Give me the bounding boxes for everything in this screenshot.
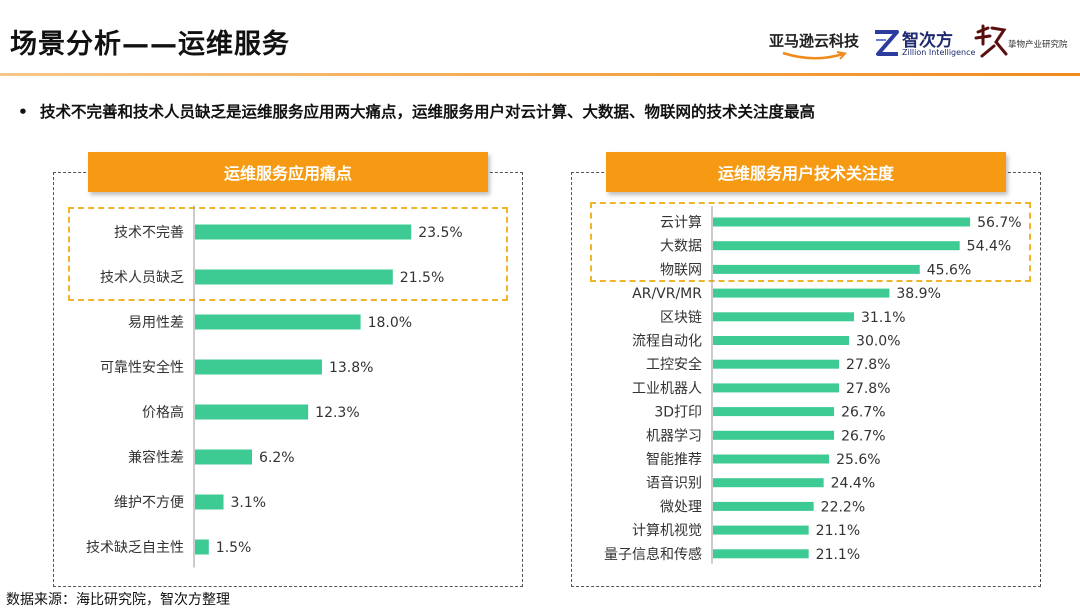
tech-category-label: 语音识别 <box>646 475 702 492</box>
pain-points-highlight-box <box>68 207 508 301</box>
tech-bar <box>713 217 971 227</box>
pain-bar <box>195 359 322 375</box>
tech-value-label: 31.1% <box>861 310 905 326</box>
pain-value-label: 12.3% <box>315 405 359 421</box>
bullet-dot: • <box>18 103 28 121</box>
tech-bar <box>713 454 830 464</box>
pain-category-label: 维护不方便 <box>114 495 184 511</box>
tech-value-label: 26.7% <box>841 405 885 421</box>
tech-bar <box>713 383 840 393</box>
tech-bar <box>713 359 840 369</box>
pain-bar <box>195 494 224 510</box>
tech-bar <box>713 501 814 511</box>
amazon-smile-icon <box>782 51 847 60</box>
pain-category-label: 易用性差 <box>128 315 184 331</box>
jingwei-mark-icon <box>974 24 1008 58</box>
pain-category-label: 价格高 <box>142 404 184 421</box>
tech-category-label: 智能推荐 <box>646 452 702 468</box>
tech-category-label: 大数据 <box>660 239 702 255</box>
tech-bar <box>713 407 835 417</box>
tech-bar <box>713 549 809 559</box>
tech-focus-header: 运维服务用户技术关注度 <box>606 152 1006 192</box>
tech-category-label: AR/VR/MR <box>632 286 702 302</box>
tech-value-label: 21.1% <box>816 523 860 539</box>
tech-bar <box>713 241 960 251</box>
tech-category-label: 工控安全 <box>646 356 702 373</box>
tech-category-label: 机器学习 <box>646 428 702 444</box>
tech-category-label: 云计算 <box>660 215 702 231</box>
pain-bar <box>195 314 361 330</box>
amazon-logo: 亚马逊云科技 <box>754 30 874 61</box>
tech-category-label: 3D打印 <box>654 404 702 421</box>
pain-value-label: 18.0% <box>368 315 412 331</box>
pain-category-label: 技术人员缺乏 <box>100 270 184 286</box>
tech-value-label: 24.4% <box>831 476 875 492</box>
zhici-logo: 智次方 Zillion Intelligence <box>872 26 975 66</box>
jingwei-logo-text: 挚物产业研究院 <box>1008 40 1068 50</box>
pain-value-label: 6.2% <box>259 450 295 466</box>
tech-bar <box>713 336 850 345</box>
tech-value-label: 38.9% <box>896 286 940 302</box>
pain-value-label: 21.5% <box>400 270 444 286</box>
tech-value-label: 30.0% <box>856 334 900 350</box>
tech-category-label: 工业机器人 <box>632 381 702 397</box>
tech-value-label: 25.6% <box>836 452 880 468</box>
tech-category-label: 微处理 <box>660 499 702 515</box>
pain-bar <box>195 224 412 240</box>
tech-category-label: 流程自动化 <box>632 334 702 350</box>
tech-value-label: 27.8% <box>846 381 890 397</box>
tech-value-label: 21.1% <box>816 547 860 563</box>
page-title: 场景分析——运维服务 <box>10 29 290 60</box>
tech-bar <box>713 430 835 440</box>
pain-bar <box>195 449 253 465</box>
pain-points-header: 运维服务应用痛点 <box>88 152 488 192</box>
tech-bar <box>713 525 809 535</box>
title-divider <box>0 73 1080 76</box>
tech-category-label: 物联网 <box>660 262 702 278</box>
tech-value-label: 22.2% <box>821 499 865 515</box>
pain-category-label: 技术缺乏自主性 <box>86 540 184 556</box>
tech-value-label: 27.8% <box>846 357 890 373</box>
tech-focus-highlight-box <box>590 202 1031 282</box>
tech-value-label: 45.6% <box>927 262 971 278</box>
data-source-note: 数据来源：海比研究院，智次方整理 <box>6 592 230 608</box>
tech-category-label: 区块链 <box>660 310 702 326</box>
amazon-logo-text: 亚马逊云科技 <box>768 32 859 50</box>
pain-value-label: 1.5% <box>216 540 252 556</box>
zhici-z-icon <box>875 30 899 56</box>
tech-value-label: 26.7% <box>841 428 885 444</box>
pain-category-label: 可靠性安全性 <box>100 359 184 376</box>
summary-text: 技术不完善和技术人员缺乏是运维服务应用两大痛点，运维服务用户对云计算、大数据、物… <box>40 103 816 121</box>
pain-bar <box>195 539 209 555</box>
tech-category-label: 计算机视觉 <box>632 523 702 539</box>
pain-category-label: 兼容性差 <box>128 449 184 466</box>
zhici-logo-cn: 智次方 <box>902 31 953 51</box>
pain-bar <box>195 404 309 420</box>
jingwei-logo: 挚物产业研究院 <box>974 24 1070 64</box>
pain-bar <box>195 269 393 285</box>
pain-category-label: 技术不完善 <box>114 225 184 241</box>
pain-value-label: 23.5% <box>418 225 462 241</box>
tech-bar <box>713 312 855 322</box>
tech-value-label: 56.7% <box>977 215 1021 231</box>
tech-bar <box>713 288 890 298</box>
summary-bullet: • 技术不完善和技术人员缺乏是运维服务应用两大痛点，运维服务用户对云计算、大数据、… <box>18 100 815 122</box>
tech-category-label: 量子信息和传感 <box>604 546 702 563</box>
tech-bar <box>713 478 824 488</box>
tech-bar <box>713 264 920 274</box>
tech-value-label: 54.4% <box>967 239 1011 255</box>
pain-value-label: 13.8% <box>329 360 373 376</box>
zhici-logo-en: Zillion Intelligence <box>902 48 976 57</box>
pain-value-label: 3.1% <box>231 495 267 511</box>
